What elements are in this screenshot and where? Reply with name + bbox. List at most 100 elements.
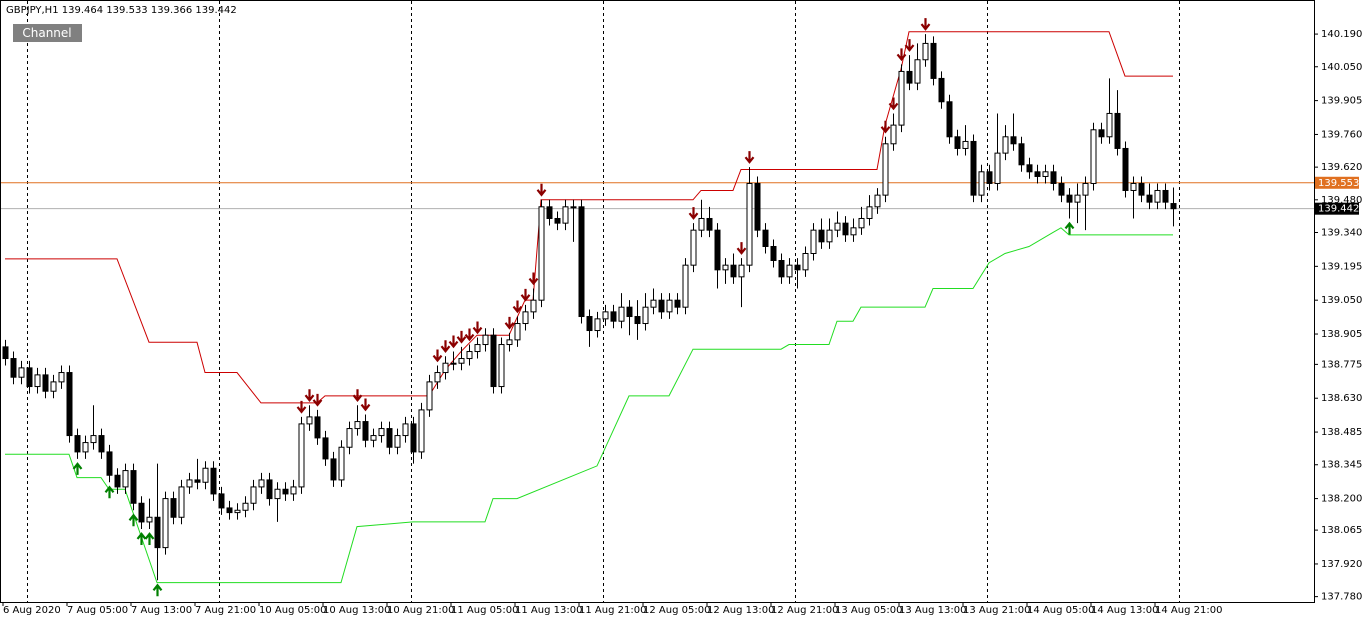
- candle-body: [514, 323, 521, 341]
- candle-body: [914, 59, 921, 84]
- candle-body: [962, 140, 969, 149]
- x-tick-label: 6 Aug 2020: [3, 605, 61, 616]
- x-tick-label: 11 Aug 13:00: [515, 605, 582, 616]
- candle-body: [482, 334, 489, 346]
- candle-body: [258, 479, 265, 488]
- candle-body: [314, 416, 321, 439]
- candle-body: [898, 70, 905, 126]
- candle-body: [762, 229, 769, 247]
- candle-body: [234, 509, 241, 514]
- sell-arrow: [448, 335, 459, 349]
- x-tick-label: 12 Aug 21:00: [771, 605, 838, 616]
- candle-body: [842, 222, 849, 236]
- candle-body: [442, 362, 449, 374]
- buy-arrow: [128, 513, 139, 527]
- candle-body: [754, 182, 761, 231]
- candle-body: [274, 488, 281, 500]
- candle-body: [882, 143, 889, 196]
- candle-body: [714, 229, 721, 271]
- candle-body: [786, 264, 793, 278]
- candle-body: [42, 374, 49, 392]
- candle-body: [186, 479, 193, 488]
- candle-body: [794, 264, 801, 271]
- candle-body: [642, 306, 649, 325]
- candle-body: [866, 206, 873, 219]
- candle-body: [378, 428, 385, 437]
- candle-body: [170, 498, 177, 518]
- candle-body: [290, 486, 297, 495]
- buy-arrow: [72, 462, 83, 475]
- y-tick-label: 138.775: [1321, 359, 1362, 370]
- sell-arrow: [520, 288, 531, 302]
- candle-body: [226, 507, 233, 514]
- candle-body: [1034, 171, 1041, 177]
- candle-body: [338, 446, 345, 481]
- y-tick-label: 140.050: [1321, 62, 1362, 73]
- x-tick-label: 14 Aug 21:00: [1155, 605, 1222, 616]
- x-tick-label: 14 Aug 05:00: [1027, 605, 1094, 616]
- candle-body: [1114, 112, 1121, 149]
- candle-body: [1138, 182, 1145, 196]
- candle-body: [1010, 136, 1017, 145]
- y-tick-label: 137.780: [1321, 592, 1362, 603]
- candle-body: [666, 299, 673, 313]
- candle-body: [346, 428, 353, 448]
- candle-body: [874, 194, 881, 208]
- candle-body: [698, 217, 705, 231]
- candle-body: [138, 502, 145, 523]
- candle-body: [506, 339, 513, 346]
- candle-body: [418, 409, 425, 453]
- buy-arrow: [152, 583, 163, 597]
- candle-body: [450, 362, 457, 365]
- sell-arrow: [504, 316, 515, 330]
- candle-body: [114, 474, 121, 488]
- y-tick-label: 139.340: [1321, 227, 1362, 238]
- candle-body: [362, 421, 369, 441]
- candle-body: [994, 152, 1001, 184]
- candle-body: [498, 344, 505, 388]
- x-tick-label: 11 Aug 05:00: [451, 605, 518, 616]
- candle-body: [850, 227, 857, 236]
- header-open: 139.464: [62, 5, 103, 16]
- x-tick-label: 11 Aug 21:00: [579, 605, 646, 616]
- candle-body: [650, 299, 657, 308]
- sell-arrow: [688, 207, 699, 220]
- candle-body: [1074, 194, 1081, 203]
- candle-body: [1050, 171, 1057, 184]
- candle-body: [10, 358, 17, 378]
- candle-body: [322, 437, 329, 460]
- candle-body: [1162, 189, 1169, 203]
- candle-body: [1106, 112, 1113, 138]
- candle-body: [266, 479, 273, 500]
- candle-body: [1098, 129, 1105, 138]
- candle-body: [58, 372, 65, 383]
- candle-body: [682, 264, 689, 308]
- x-tick-label: 10 Aug 13:00: [323, 605, 390, 616]
- button-bg[interactable]: [13, 24, 82, 42]
- y-tick-label: 139.050: [1321, 295, 1362, 306]
- candle-body: [610, 311, 617, 322]
- candle-body: [26, 367, 33, 388]
- x-tick-label: 7 Aug 05:00: [67, 605, 128, 616]
- candle-body: [722, 264, 729, 271]
- channel-button[interactable]: Channel: [13, 24, 82, 42]
- y-tick-label: 138.905: [1321, 329, 1362, 340]
- candle-body: [810, 229, 817, 254]
- lower-channel: [5, 227, 1173, 584]
- candle-body: [826, 229, 833, 243]
- candle-body: [562, 206, 569, 224]
- candle-body: [674, 299, 681, 308]
- candle-body: [74, 435, 81, 453]
- button-label[interactable]: Channel: [22, 26, 71, 40]
- candle-body: [458, 358, 465, 364]
- candle-body: [818, 229, 825, 243]
- symbol: GBPJPY,H1: [6, 5, 59, 16]
- candle-body: [66, 372, 73, 437]
- y-tick-label: 139.480: [1321, 195, 1362, 206]
- candle-body: [1058, 182, 1065, 196]
- candle-body: [1082, 182, 1089, 196]
- candle-body: [1146, 194, 1153, 203]
- candle-body: [1122, 147, 1129, 191]
